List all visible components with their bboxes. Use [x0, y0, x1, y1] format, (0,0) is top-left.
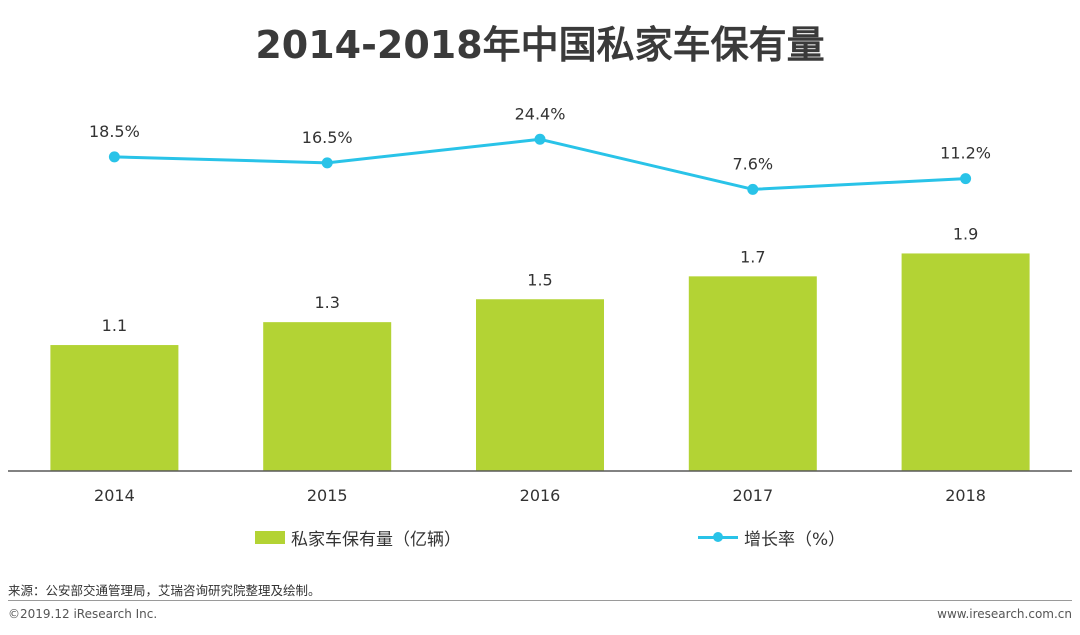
growth-rate-line	[114, 137, 966, 191]
bar-value-label-2015: 1.3	[314, 293, 339, 312]
legend-bar-swatch	[255, 530, 285, 544]
legend-bars-label: 私家车保有量（亿辆）	[291, 529, 461, 550]
legend-line-label: 增长率（%）	[744, 529, 846, 550]
growth-rate-label-2014: 18.5%	[89, 122, 140, 141]
growth-rate-point-2014	[108, 151, 120, 163]
legend-line-swatch	[698, 530, 738, 544]
website-link[interactable]: www.iresearch.com.cn	[937, 607, 1072, 621]
bar-value-label-2017: 1.7	[740, 247, 765, 266]
bar-2016	[476, 299, 604, 471]
x-tick-label-2018: 2018	[945, 486, 986, 505]
bar-2017	[688, 276, 817, 471]
bar-2018	[901, 253, 1030, 471]
x-tick-label-2017: 2017	[732, 486, 773, 505]
growth-rate-point-2016	[534, 133, 546, 145]
growth-rate-point-2017	[747, 183, 759, 195]
copyright: ©2019.12 iResearch Inc.	[8, 607, 158, 621]
legend-item-bars: 私家车保有量（亿辆）	[255, 524, 461, 550]
growth-rate-label-2015: 16.5%	[302, 128, 353, 147]
footer-divider	[8, 600, 1072, 601]
x-tick-label-2015: 2015	[307, 486, 348, 505]
growth-rate-label-2016: 24.4%	[515, 104, 566, 123]
bar-value-label-2018: 1.9	[953, 224, 978, 243]
growth-rate-label-2018: 11.2%	[940, 144, 991, 163]
x-tick-label-2016: 2016	[520, 486, 561, 505]
legend-line-marker	[713, 532, 723, 542]
bar-2014	[50, 345, 179, 471]
x-tick-label-2014: 2014	[94, 486, 135, 505]
legend: 私家车保有量（亿辆） 增长率（%）	[0, 524, 1080, 550]
legend-item-line: 增长率（%）	[698, 524, 845, 550]
bar-value-label-2014: 1.1	[102, 316, 127, 335]
chart-canvas: 1.1 2014 1.3 2015 1.5 2016 1.7 2017 1.9 2018 18.5%…	[8, 104, 1072, 505]
source-note: 来源：公安部交通管理局，艾瑞咨询研究院整理及绘制。	[8, 583, 321, 598]
growth-rate-label-2017: 7.6%	[732, 154, 773, 173]
bar-2015	[263, 322, 392, 471]
growth-rate-point-2015	[321, 157, 333, 169]
bar-value-label-2016: 1.5	[527, 270, 552, 289]
growth-rate-point-2018	[960, 173, 972, 185]
chart-title: 2014-2018年中国私家车保有量	[255, 23, 825, 67]
